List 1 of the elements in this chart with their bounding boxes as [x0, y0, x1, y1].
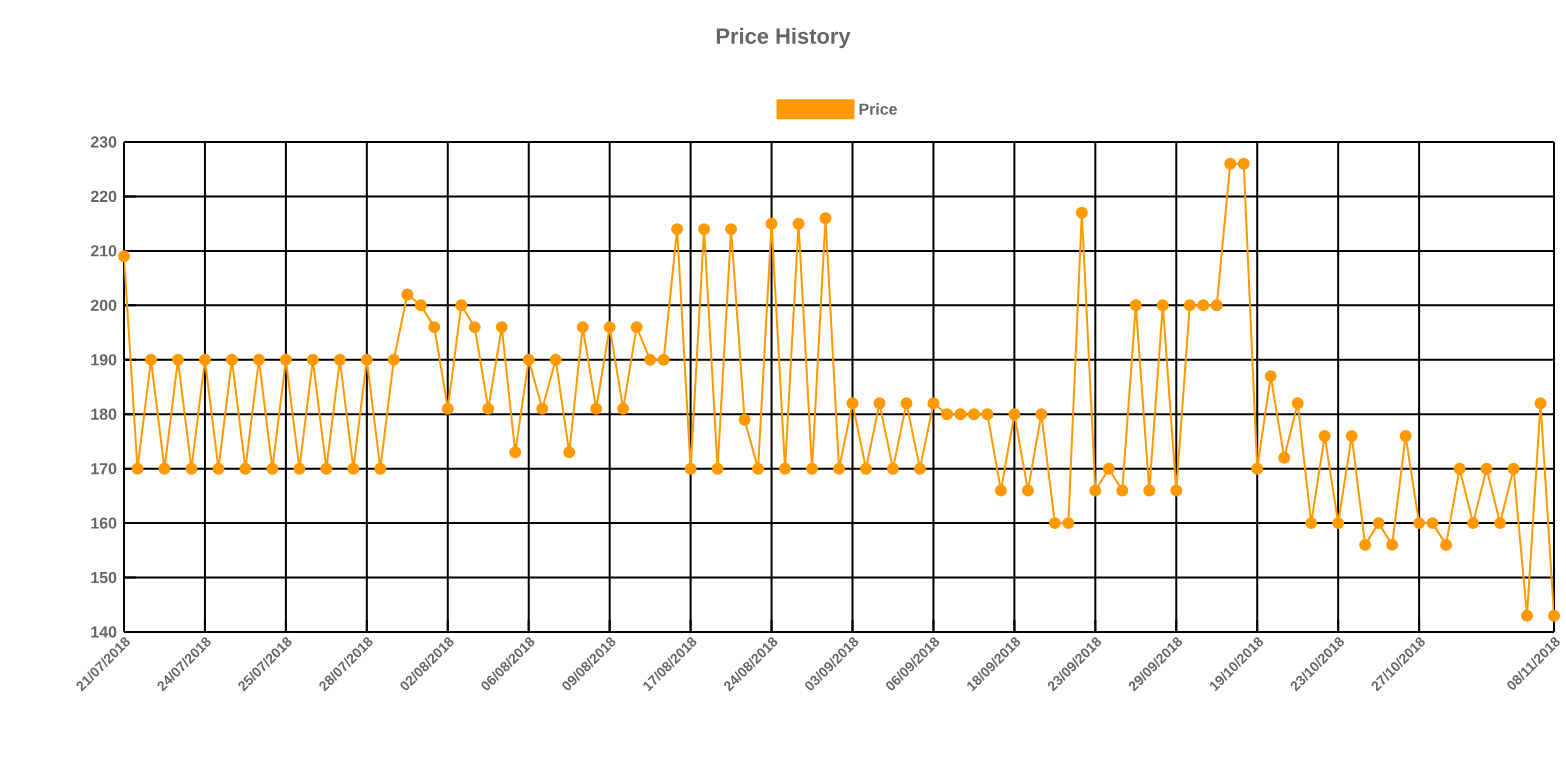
- chart-title: Price History: [716, 27, 851, 49]
